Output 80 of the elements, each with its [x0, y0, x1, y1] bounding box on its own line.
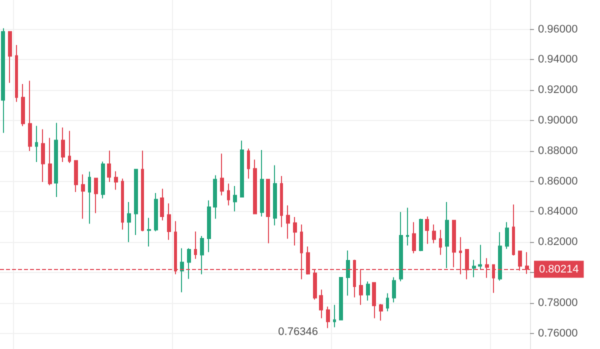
candlestick — [147, 217, 151, 248]
candlestick — [54, 122, 58, 198]
candlestick — [194, 231, 197, 260]
candlestick — [512, 204, 515, 256]
candlestick — [333, 304, 336, 328]
candlestick — [68, 130, 71, 164]
candlestick — [498, 232, 502, 282]
candlestick — [88, 171, 91, 224]
candlestick — [8, 31, 12, 84]
candlestick — [107, 150, 111, 182]
candlestick — [326, 306, 330, 329]
candlestick — [399, 212, 403, 282]
candlestick — [141, 150, 144, 232]
candlestick — [233, 186, 237, 212]
candlestick — [127, 202, 131, 243]
candlestick — [121, 178, 124, 230]
candlestick — [160, 188, 164, 221]
candlestick — [280, 176, 283, 228]
candlestick — [425, 216, 429, 244]
candlestick — [273, 164, 277, 226]
annotation: 0.76346 — [278, 326, 318, 338]
candlestick — [339, 277, 343, 320]
ref-line-label: 0.80214 — [539, 263, 579, 276]
y-tick-label: 0.84000 — [538, 206, 578, 218]
candlestick — [154, 192, 158, 232]
candlestick — [74, 160, 78, 192]
candlestick — [21, 84, 25, 127]
candlestick — [207, 200, 211, 253]
candlestick — [253, 159, 257, 214]
candlestick — [81, 174, 85, 220]
candlestick — [240, 140, 244, 198]
candlestick — [472, 259, 476, 278]
candlestick — [372, 282, 376, 319]
candlestick — [386, 292, 389, 312]
candlestick — [445, 202, 449, 269]
candlestick — [134, 168, 138, 236]
candlestick — [220, 153, 224, 196]
y-tick-label: 0.78000 — [538, 296, 578, 309]
candlestick — [366, 281, 370, 302]
candlestick — [260, 150, 264, 217]
candlestick — [180, 248, 184, 293]
candlestick — [167, 202, 171, 240]
candlestick — [319, 289, 323, 319]
candlestick — [213, 174, 217, 220]
y-tick-label: 0.86000 — [538, 175, 578, 188]
y-tick-label: 0.92000 — [538, 84, 578, 96]
candlestick — [187, 248, 191, 280]
candlestick — [412, 222, 416, 254]
candlestick — [200, 236, 204, 275]
candlestick — [379, 304, 383, 322]
candlestick — [505, 222, 509, 250]
candlestick — [478, 244, 482, 270]
candlestick — [406, 207, 409, 246]
y-tick-label: 0.96000 — [538, 23, 578, 36]
candlestick — [41, 128, 45, 182]
y-tick-label: 0.90000 — [538, 114, 578, 127]
candlestick — [35, 125, 38, 163]
candlestick — [28, 80, 32, 152]
candlestick — [419, 218, 423, 252]
candlestick — [346, 250, 350, 296]
candlestick — [452, 220, 456, 268]
candlestick — [293, 216, 297, 246]
y-tick-label: 0.82000 — [538, 236, 578, 248]
candlestick — [266, 178, 270, 244]
candlestick — [432, 224, 436, 244]
y-tick-label: 0.76000 — [538, 327, 578, 340]
candlestick — [439, 229, 442, 256]
candlestick — [227, 183, 230, 206]
candlestick — [247, 148, 250, 180]
y-tick-label: 0.88000 — [538, 144, 578, 157]
candlestick — [94, 178, 98, 214]
candlestick — [392, 276, 396, 303]
candlestick — [286, 204, 290, 240]
candlestick — [101, 161, 105, 199]
candlestick — [61, 127, 65, 163]
candlestick — [48, 137, 52, 186]
candlestick — [1, 28, 5, 134]
y-tick-label: 0.94000 — [538, 54, 578, 66]
candlestick — [114, 170, 118, 190]
candlestick — [15, 44, 18, 102]
